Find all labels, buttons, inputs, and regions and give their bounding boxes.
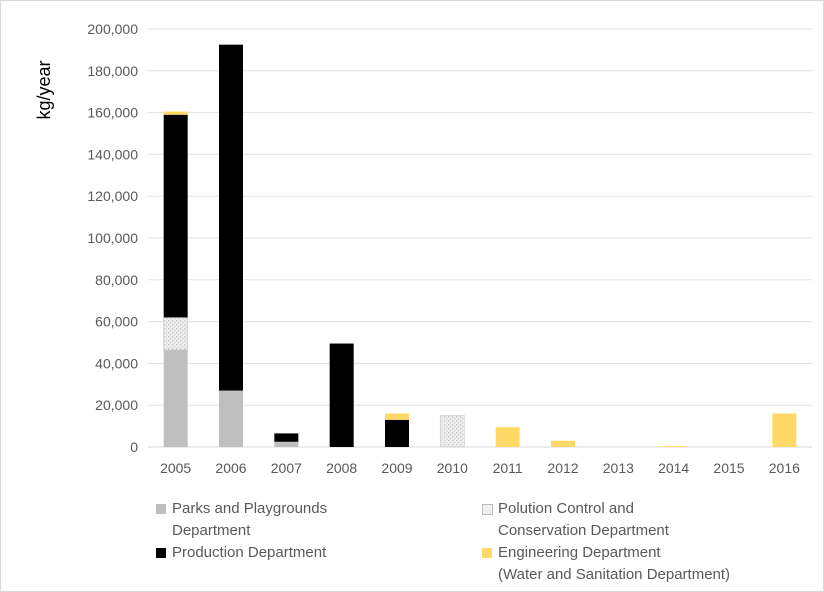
y-axis-label: kg/year bbox=[34, 60, 54, 119]
legend-swatch-production bbox=[156, 548, 166, 558]
x-tick-label: 2013 bbox=[603, 460, 634, 476]
x-tick-label: 2015 bbox=[713, 460, 744, 476]
x-tick-label: 2011 bbox=[493, 460, 523, 476]
legend-label-polution-line1: Polution Control and bbox=[498, 500, 634, 517]
legend-label-engineering-line1: Engineering Department bbox=[498, 544, 661, 561]
bar-engineering-2014 bbox=[661, 445, 686, 447]
y-tick-label: 200,000 bbox=[87, 21, 138, 37]
legend-label-parks-line2: Department bbox=[172, 522, 251, 539]
legend-label-polution-line2: Conservation Department bbox=[498, 522, 669, 539]
bar-engineering-2009 bbox=[385, 413, 409, 420]
bar-engineering-2016 bbox=[772, 413, 797, 447]
bar-parks-2005 bbox=[163, 349, 188, 447]
y-tick-label: 40,000 bbox=[95, 355, 138, 371]
bar-polution-2010 bbox=[439, 415, 465, 448]
bar-engineering-2005 bbox=[163, 111, 188, 115]
y-tick-label: 160,000 bbox=[87, 105, 138, 121]
legend-item-polution: Polution Control and Conservation Depart… bbox=[482, 498, 812, 542]
y-tick-label: 100,000 bbox=[87, 230, 138, 246]
x-tick-label: 2010 bbox=[437, 460, 468, 476]
bar-engineering-2011 bbox=[495, 427, 520, 447]
y-tick-label: 180,000 bbox=[87, 63, 138, 79]
legend-item-parks: Parks and Playgrounds Department bbox=[156, 498, 476, 542]
x-tick-label: 2016 bbox=[769, 460, 800, 476]
x-tick-label: 2005 bbox=[160, 460, 191, 476]
x-tick-label: 2014 bbox=[658, 460, 689, 476]
chart-plot: 0 20,000 40,000 60,000 80,000 100,000 120,000 1… bbox=[34, 21, 812, 476]
x-tick-label: 2012 bbox=[547, 460, 578, 476]
x-tick-label: 2008 bbox=[326, 460, 357, 476]
x-tick-label: 2006 bbox=[215, 460, 246, 476]
legend-item-production: Production Department bbox=[156, 542, 476, 564]
bar-engineering-2012 bbox=[551, 440, 575, 447]
y-tick-label: 20,000 bbox=[95, 397, 138, 413]
legend-swatch-polution bbox=[482, 504, 493, 515]
bar-parks-2007 bbox=[274, 441, 299, 447]
legend-swatch-engineering bbox=[482, 548, 492, 558]
legend-item-engineering: Engineering Department (Water and Sanita… bbox=[482, 542, 812, 586]
y-tick-label: 80,000 bbox=[95, 272, 138, 288]
bar-production-2007 bbox=[274, 433, 299, 442]
y-tick-label: 120,000 bbox=[87, 188, 138, 204]
bar-production-2008 bbox=[329, 343, 354, 447]
legend-label-parks-line1: Parks and Playgrounds bbox=[172, 500, 328, 517]
legend-label-engineering-line2: (Water and Sanitation Department) bbox=[498, 566, 731, 583]
bar-polution-2005 bbox=[163, 317, 189, 351]
y-tick-label: 60,000 bbox=[95, 314, 138, 330]
chart-legend: Parks and Playgrounds Department Polutio… bbox=[0, 496, 824, 592]
x-tick-label: 2009 bbox=[381, 460, 412, 476]
bar-production-2005 bbox=[163, 114, 188, 318]
bar-parks-2006 bbox=[219, 390, 243, 447]
bar-production-2009 bbox=[385, 419, 409, 447]
y-tick-label: 0 bbox=[130, 439, 138, 455]
legend-label-production: Production Department bbox=[172, 544, 327, 561]
bar-production-2006 bbox=[219, 44, 243, 391]
x-tick-label: 2007 bbox=[271, 460, 302, 476]
y-tick-label: 140,000 bbox=[87, 146, 138, 162]
legend-swatch-parks bbox=[156, 504, 166, 514]
